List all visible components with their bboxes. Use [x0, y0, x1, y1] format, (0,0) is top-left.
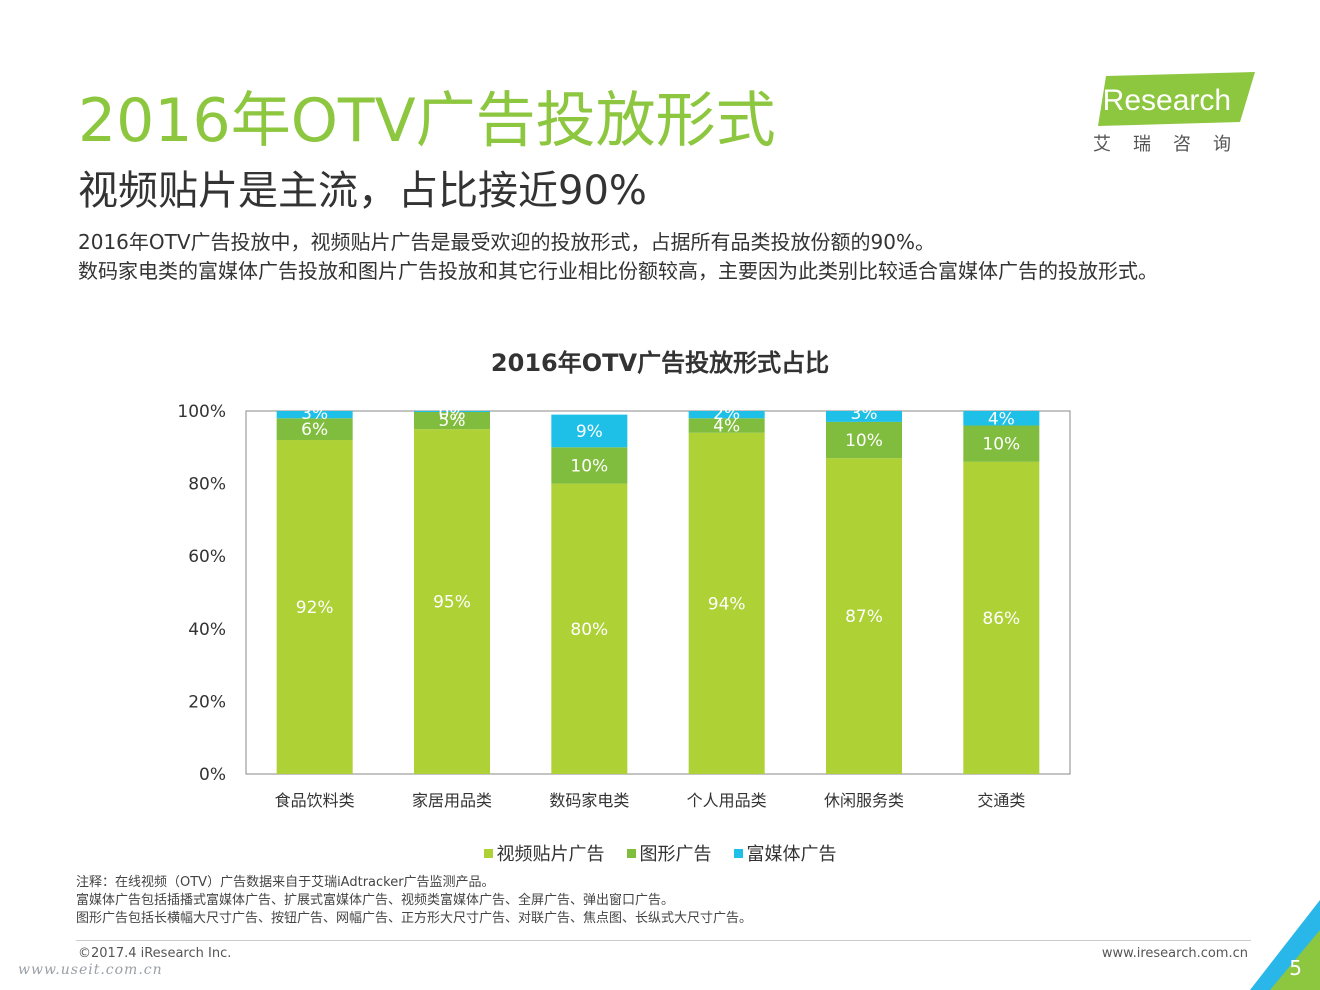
bar-richmedia: [414, 411, 490, 412]
data-label: 94%: [708, 594, 746, 614]
watermark: www.useit.com.cn: [18, 962, 163, 978]
x-tick-label: 个人用品类: [687, 791, 767, 810]
plot-frame: [245, 410, 1071, 775]
data-label: 92%: [296, 598, 334, 618]
bar-video: [688, 432, 765, 774]
footnote-3: 图形广告包括长横幅大尺寸广告、按钮广告、网幅广告、正方形大尺寸广告、对联广告、焦…: [76, 911, 753, 926]
data-label: 0%: [439, 404, 466, 424]
bar-richmedia: [963, 411, 1040, 426]
data-label: 10%: [845, 431, 883, 451]
bar-graphic: [688, 418, 765, 433]
legend-label-richmedia: 富媒体广告: [746, 844, 837, 865]
legend-label-graphic: 图形广告: [639, 844, 712, 865]
bar-graphic: [276, 418, 353, 441]
footnote-2: 富媒体广告包括插播式富媒体广告、扩展式富媒体广告、视频类富媒体广告、全屏广告、弹…: [76, 893, 675, 908]
description-line-1: 2016年OTV广告投放中，视频贴片广告是最受欢迎的投放形式，占据所有品类投放份…: [78, 230, 935, 254]
data-label: 3%: [301, 404, 328, 424]
data-label: 2%: [713, 404, 740, 424]
data-label: 10%: [982, 435, 1020, 455]
legend-swatch-video: [483, 848, 493, 858]
website-url[interactable]: www.iresearch.com.cn: [1101, 946, 1248, 961]
page-number: 5: [1289, 956, 1302, 980]
description-line-2: 数码家电类的富媒体广告投放和图片广告投放和其它行业相比份额较高，主要因为此类别比…: [78, 259, 1158, 283]
footnotes: 注释：在线视频（OTV）广告数据来自于艾瑞iAdtracker广告监测产品。 富…: [76, 874, 752, 928]
chart-title: 2016年OTV广告投放形式占比: [490, 349, 830, 377]
y-tick-label: 20%: [188, 692, 226, 712]
iresearch-logo: iResearch: [1096, 72, 1255, 126]
bar-richmedia: [688, 411, 765, 419]
y-tick-label: 0%: [199, 765, 226, 785]
bar-video: [414, 429, 490, 774]
bar-video: [276, 440, 353, 774]
bar-richmedia: [276, 411, 353, 419]
description: 2016年OTV广告投放中，视频贴片广告是最受欢迎的投放形式，占据所有品类投放份…: [78, 228, 1158, 286]
logo-banner: [1098, 72, 1255, 126]
x-tick-label: 家居用品类: [412, 791, 492, 810]
y-tick-label: 100%: [177, 402, 226, 422]
x-tick-label: 数码家电类: [549, 791, 629, 810]
chart-legend: 视频贴片广告 图形广告 富媒体广告: [0, 840, 1320, 866]
data-label: 86%: [982, 609, 1020, 629]
data-label: 3%: [851, 404, 878, 424]
x-tick-label: 休闲服务类: [824, 791, 904, 810]
footer-divider: [76, 940, 1251, 941]
data-label: 9%: [576, 422, 603, 442]
data-label: 4%: [713, 417, 740, 437]
legend-item-graphic: 图形广告: [626, 840, 712, 866]
bar-graphic: [551, 447, 628, 484]
data-label: 10%: [570, 456, 608, 476]
x-tick-label: 交通类: [977, 791, 1025, 810]
legend-label-video: 视频贴片广告: [496, 844, 605, 865]
bar-video: [826, 458, 902, 774]
legend-swatch-richmedia: [733, 848, 743, 858]
bar-graphic: [414, 411, 490, 430]
data-label: 95%: [433, 593, 471, 613]
bar-video: [963, 461, 1040, 774]
x-tick-label: 食品饮料类: [275, 791, 355, 810]
logo-brand-text: iResearch: [1096, 84, 1231, 117]
logo-chinese-name: 艾瑞咨询: [1093, 134, 1253, 155]
page-title: 2016年OTV广告投放形式: [78, 86, 776, 156]
legend-item-richmedia: 富媒体广告: [733, 840, 837, 866]
data-label: 5%: [439, 411, 466, 431]
bar-richmedia: [826, 411, 902, 422]
y-tick-label: 40%: [188, 620, 226, 640]
data-label: 6%: [301, 420, 328, 440]
bar-graphic: [963, 425, 1040, 462]
corner-green-shape: [1270, 930, 1320, 990]
data-label: 87%: [845, 607, 883, 627]
bar-video: [551, 483, 628, 774]
footnote-1: 注释：在线视频（OTV）广告数据来自于艾瑞iAdtracker广告监测产品。: [76, 875, 495, 890]
legend-item-video: 视频贴片广告: [483, 840, 605, 866]
bar-richmedia: [551, 414, 628, 448]
y-tick-label: 80%: [188, 475, 226, 495]
data-label: 4%: [988, 409, 1015, 429]
data-label: 80%: [570, 620, 608, 640]
legend-swatch-graphic: [626, 848, 636, 858]
bar-graphic: [826, 421, 902, 459]
page-subtitle: 视频贴片是主流，占比接近90%: [78, 168, 647, 214]
copyright: ©2017.4 iResearch Inc.: [78, 946, 232, 961]
corner-decoration: [1250, 900, 1320, 990]
y-tick-label: 60%: [188, 547, 226, 567]
